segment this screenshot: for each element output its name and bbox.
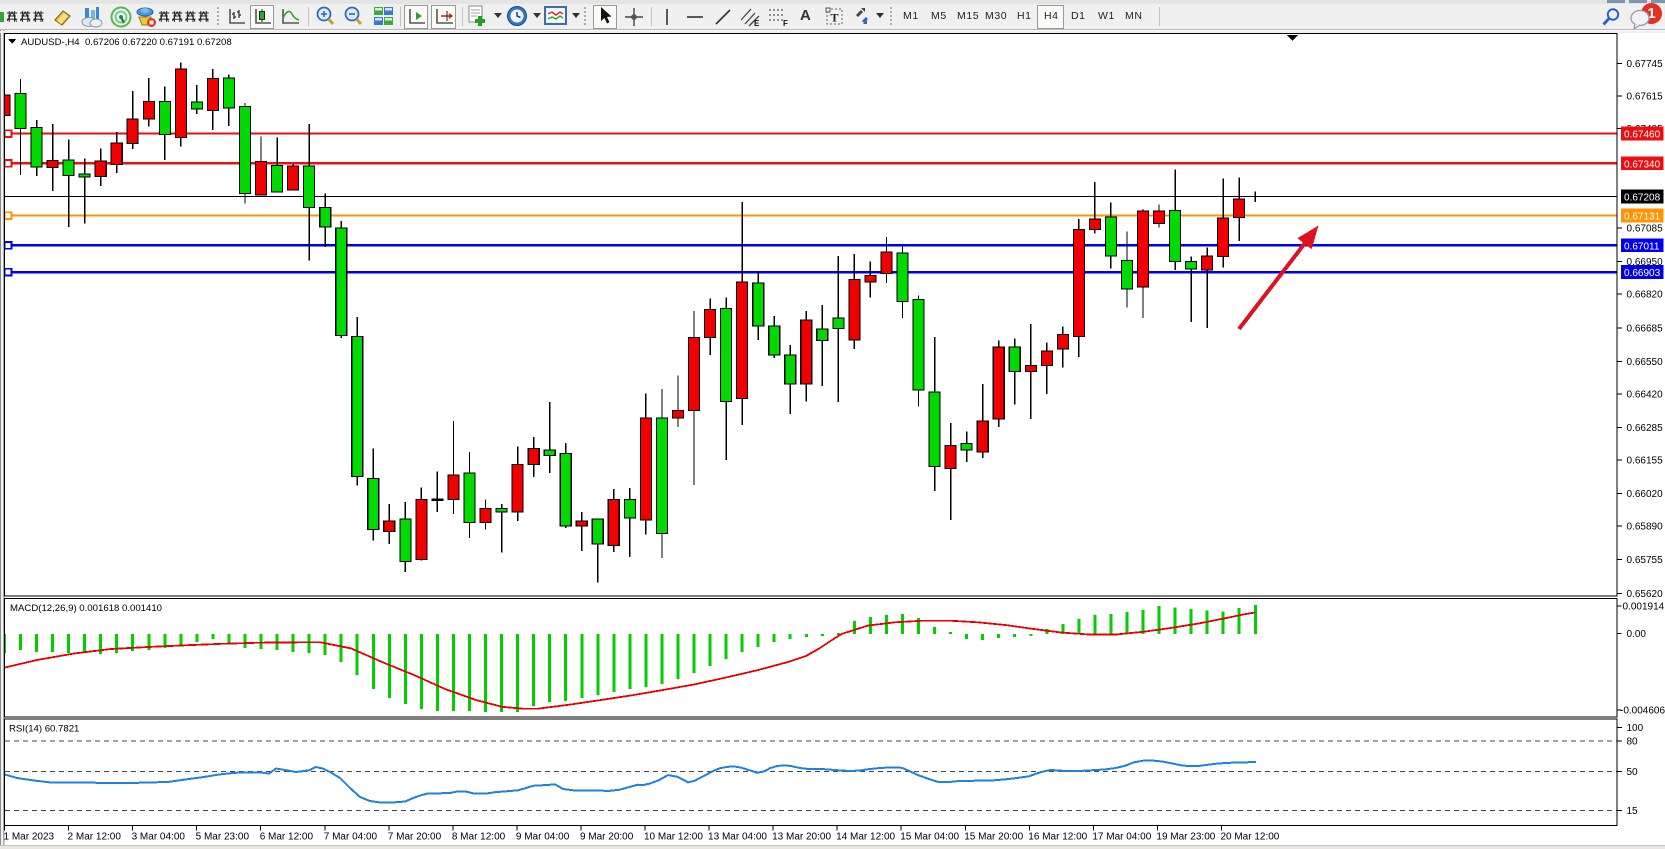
svg-text:0.66903: 0.66903 bbox=[1624, 268, 1661, 279]
svg-text:0.67208: 0.67208 bbox=[1624, 193, 1661, 204]
svg-text:2 Mar 12:00: 2 Mar 12:00 bbox=[68, 832, 122, 843]
svg-text:50: 50 bbox=[1627, 767, 1639, 778]
svg-text:0.67615: 0.67615 bbox=[1627, 91, 1664, 102]
svg-text:16 Mar 12:00: 16 Mar 12:00 bbox=[1028, 832, 1087, 843]
svg-text:15: 15 bbox=[1627, 806, 1639, 817]
svg-text:E: E bbox=[754, 19, 760, 27]
svg-text:0.67085: 0.67085 bbox=[1627, 224, 1664, 235]
svg-text:0.00: 0.00 bbox=[1627, 629, 1647, 640]
svg-text:F: F bbox=[783, 19, 788, 27]
svg-text:0.67011: 0.67011 bbox=[1624, 241, 1660, 252]
svg-text:3 Mar 04:00: 3 Mar 04:00 bbox=[132, 832, 186, 843]
svg-text:7 Mar 20:00: 7 Mar 20:00 bbox=[388, 832, 442, 843]
svg-text:13 Mar 04:00: 13 Mar 04:00 bbox=[708, 832, 767, 843]
svg-text:10 Mar 12:00: 10 Mar 12:00 bbox=[644, 832, 703, 843]
svg-text:0.65755: 0.65755 bbox=[1627, 555, 1664, 566]
svg-text:RSI(14) 60.7821: RSI(14) 60.7821 bbox=[9, 724, 79, 735]
svg-text:9 Mar 04:00: 9 Mar 04:00 bbox=[516, 832, 570, 843]
svg-text:0.001914: 0.001914 bbox=[1623, 602, 1665, 613]
svg-text:20 Mar 12:00: 20 Mar 12:00 bbox=[1220, 832, 1279, 843]
svg-text:0.67460: 0.67460 bbox=[1624, 130, 1661, 141]
svg-text:MACD(12,26,9) 0.001618 0.00141: MACD(12,26,9) 0.001618 0.001410 bbox=[10, 603, 162, 614]
svg-text:0.65620: 0.65620 bbox=[1627, 589, 1664, 600]
svg-text:0.66820: 0.66820 bbox=[1627, 290, 1664, 301]
svg-text:0.67131: 0.67131 bbox=[1624, 212, 1661, 223]
svg-text:0.66550: 0.66550 bbox=[1627, 357, 1664, 368]
svg-text:15 Mar 04:00: 15 Mar 04:00 bbox=[900, 832, 959, 843]
svg-text:6 Mar 12:00: 6 Mar 12:00 bbox=[260, 832, 314, 843]
svg-text:-0.004606: -0.004606 bbox=[1620, 706, 1665, 717]
svg-text:T: T bbox=[831, 11, 839, 25]
svg-text:13 Mar 20:00: 13 Mar 20:00 bbox=[772, 832, 831, 843]
svg-text:0.65890: 0.65890 bbox=[1627, 521, 1664, 532]
svg-text:0.66685: 0.66685 bbox=[1627, 323, 1664, 334]
svg-text:8 Mar 12:00: 8 Mar 12:00 bbox=[452, 832, 506, 843]
svg-text:100: 100 bbox=[1627, 723, 1644, 734]
svg-text:0.66285: 0.66285 bbox=[1627, 423, 1664, 434]
svg-text:0.66155: 0.66155 bbox=[1627, 455, 1664, 466]
svg-text:0.66020: 0.66020 bbox=[1627, 489, 1664, 500]
svg-text:15 Mar 20:00: 15 Mar 20:00 bbox=[964, 832, 1023, 843]
svg-text:14 Mar 12:00: 14 Mar 12:00 bbox=[836, 832, 895, 843]
svg-text:AUDUSD-,H4 0.67206 0.67220 0.: AUDUSD-,H4 0.67206 0.67220 0.67191 0.672… bbox=[21, 37, 232, 48]
svg-text:0.66420: 0.66420 bbox=[1627, 389, 1664, 400]
svg-text:17 Mar 04:00: 17 Mar 04:00 bbox=[1092, 832, 1151, 843]
svg-text:80: 80 bbox=[1627, 737, 1639, 748]
svg-text:0.66950: 0.66950 bbox=[1627, 257, 1664, 268]
svg-text:0.67745: 0.67745 bbox=[1627, 59, 1664, 70]
svg-text:0.67340: 0.67340 bbox=[1624, 159, 1661, 170]
svg-text:9 Mar 20:00: 9 Mar 20:00 bbox=[580, 832, 634, 843]
svg-text:7 Mar 04:00: 7 Mar 04:00 bbox=[324, 832, 378, 843]
svg-text:5 Mar 23:00: 5 Mar 23:00 bbox=[196, 832, 250, 843]
svg-text:1 Mar 2023: 1 Mar 2023 bbox=[4, 832, 55, 843]
svg-text:19 Mar 23:00: 19 Mar 23:00 bbox=[1156, 832, 1215, 843]
